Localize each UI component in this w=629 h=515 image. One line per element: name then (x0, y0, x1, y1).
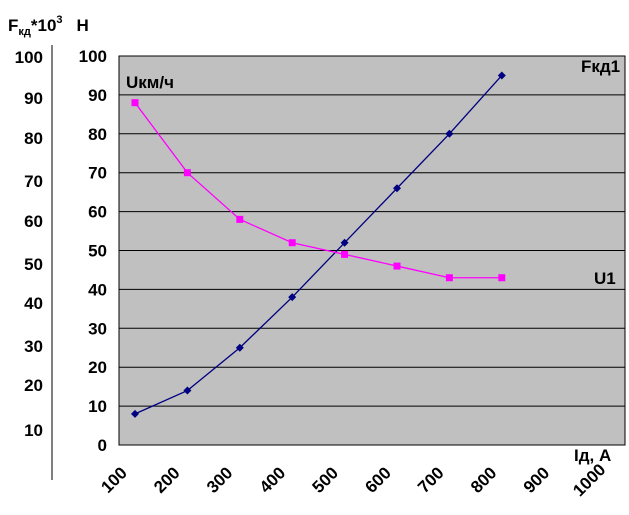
inner-y-tick-label: 50 (88, 242, 107, 261)
data-point-u1 (498, 274, 506, 282)
data-point-u1 (288, 239, 296, 247)
series-label-fkd1: Fкд1 (581, 57, 620, 76)
data-point-u1 (393, 262, 401, 270)
data-point-fkd1 (131, 409, 139, 418)
outer-y-tick-label: 50 (24, 255, 43, 274)
data-point-fkd1 (183, 386, 192, 395)
outer-y-tick-label: 20 (24, 376, 43, 395)
x-tick-label: 900 (520, 463, 553, 496)
x-axis-title: Iд, А (574, 446, 611, 465)
inner-y-axis-label: Uкм/ч (126, 73, 174, 92)
outer-y-tick-label: 30 (24, 337, 43, 356)
x-tick-label: 500 (309, 463, 342, 496)
inner-y-tick-label: 80 (88, 125, 107, 144)
data-point-u1 (131, 99, 139, 107)
x-tick-label: 200 (150, 463, 183, 496)
data-point-fkd1 (497, 71, 506, 80)
series-lines (134, 75, 503, 415)
outer-y-tick-label: 100 (15, 48, 43, 67)
data-point-fkd1 (445, 129, 454, 138)
x-tick-label: 100 (97, 463, 130, 496)
inner-y-tick-label: 30 (88, 319, 107, 338)
inner-y-tick-label: 60 (88, 203, 107, 222)
series-markers (131, 71, 506, 418)
x-tick-label: 300 (203, 463, 236, 496)
y-axis-title: Fкд*103 Н (8, 14, 89, 38)
outer-y-tick-label: 60 (24, 212, 43, 231)
inner-y-tick-labels: 0 10 20 30 40 50 60 70 80 90 100 (79, 47, 107, 455)
outer-y-tick-label: 40 (24, 294, 43, 313)
gridlines (119, 94, 625, 407)
outer-y-tick-label: 70 (24, 172, 43, 191)
inner-y-tick-label: 0 (98, 436, 107, 455)
data-point-fkd1 (288, 293, 297, 302)
x-tick-label: 1000 (569, 460, 609, 500)
inner-y-tick-label: 10 (88, 397, 107, 416)
series-line-fkd1 (134, 75, 503, 415)
inner-y-tick-label: 20 (88, 358, 107, 377)
x-tick-label: 400 (256, 463, 289, 496)
x-tick-label: 600 (361, 463, 394, 496)
series-line-u1 (134, 102, 502, 279)
data-point-u1 (183, 169, 191, 177)
inner-y-tick-label: 70 (88, 164, 107, 183)
inner-y-tick-label: 40 (88, 280, 107, 299)
inner-y-tick-label: 90 (88, 86, 107, 105)
outer-y-tick-label: 10 (24, 421, 43, 440)
inner-y-tick-label: 100 (79, 47, 107, 66)
outer-y-tick-labels: 100 90 80 70 60 50 40 30 20 10 (15, 48, 43, 440)
data-point-u1 (341, 250, 349, 258)
x-tick-labels: 100 200 300 400 500 600 700 800 900 1000 (97, 460, 609, 500)
series-label-u1: U1 (594, 269, 616, 288)
data-point-fkd1 (393, 184, 401, 193)
data-point-u1 (445, 274, 453, 282)
outer-y-tick-label: 80 (24, 129, 43, 148)
x-tick-label: 800 (467, 463, 500, 496)
outer-y-tick-label: 90 (24, 89, 43, 108)
data-point-u1 (236, 215, 244, 223)
data-point-fkd1 (235, 343, 244, 352)
data-point-fkd1 (340, 238, 349, 247)
x-tick-label: 700 (414, 463, 447, 496)
